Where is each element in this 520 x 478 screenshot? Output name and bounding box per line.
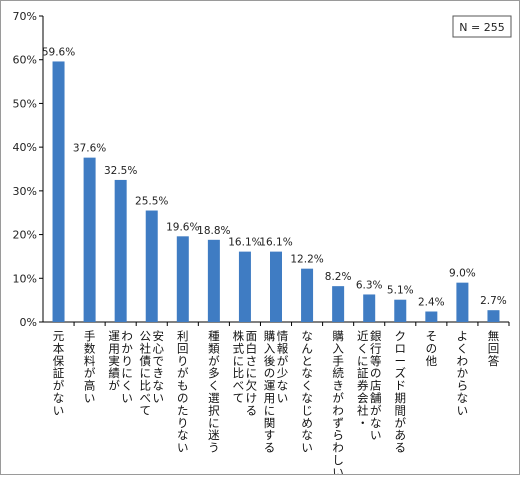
y-tick-label: 10% [13,272,37,285]
x-tick-label: 種類が多く選択に迷う [208,329,220,455]
x-tick-label: 安心できない公社債に比べて [139,329,164,417]
x-tick-label: その他 [426,329,438,368]
bar [270,251,282,322]
data-label: 5.1% [387,285,414,297]
x-tick-label: 元本保証がない [53,329,65,417]
bar [363,294,376,322]
data-label: 59.6% [42,46,75,58]
bar [145,210,158,322]
bar [301,268,314,322]
bar [487,310,500,322]
bar [114,179,127,322]
x-tick-label: 無回答 [488,329,500,368]
bar [83,157,96,322]
bar [394,299,407,322]
y-tick-label: 60% [13,54,37,67]
x-tick-label: よくわからない [457,329,469,417]
x-tick-label: 情報が少ない購入後の運用に関する [264,329,289,455]
bar [425,311,438,322]
data-label: 2.4% [418,297,445,309]
data-label: 19.6% [166,221,199,233]
data-label: 37.6% [73,143,106,155]
y-tick-label: 40% [13,141,37,154]
bar [456,282,469,322]
data-label: 16.1% [228,237,261,249]
data-label: 8.2% [325,271,352,283]
data-label: 16.1% [259,237,292,249]
x-tick-label: わかりにくい運用実績が [108,329,133,405]
x-tick-label: 面白さに欠ける株式に比べて [233,329,258,417]
data-label: 2.7% [480,295,507,307]
value-labels: 59.6%37.6%32.5%25.5%19.6%18.8%16.1%16.1%… [42,46,507,308]
x-tick-label: クローズド期間がある [395,329,407,455]
y-tick-label: 20% [13,229,37,242]
data-label: 32.5% [104,165,137,177]
data-label: 18.8% [197,225,230,237]
x-tick-label: 利回りがものたりない [177,329,189,455]
y-tick-label: 50% [13,97,37,110]
y-tick-label: 70% [13,10,37,23]
bar [238,251,251,322]
bar [207,239,220,322]
y-tick-label: 30% [13,185,37,198]
x-tick-label: 購入手続きがわずらわしい [332,329,344,474]
data-label: 6.3% [356,279,383,291]
x-tick-label: 手数料が高い [84,329,96,405]
y-tick-label: 0% [20,316,37,329]
sample-size-label: N = 255 [459,21,504,34]
data-label: 25.5% [135,196,168,208]
bar [176,236,189,322]
bar [52,61,65,322]
data-label: 9.0% [449,268,476,280]
x-tick-label: なんとなくなじめない [301,329,313,455]
bar [332,286,345,322]
data-label: 12.2% [290,254,323,266]
x-tick-label: 銀行等の店舗がない近くに証券会社・ [357,329,382,442]
sample-size-box: N = 255 [452,15,512,38]
bars [52,61,500,322]
